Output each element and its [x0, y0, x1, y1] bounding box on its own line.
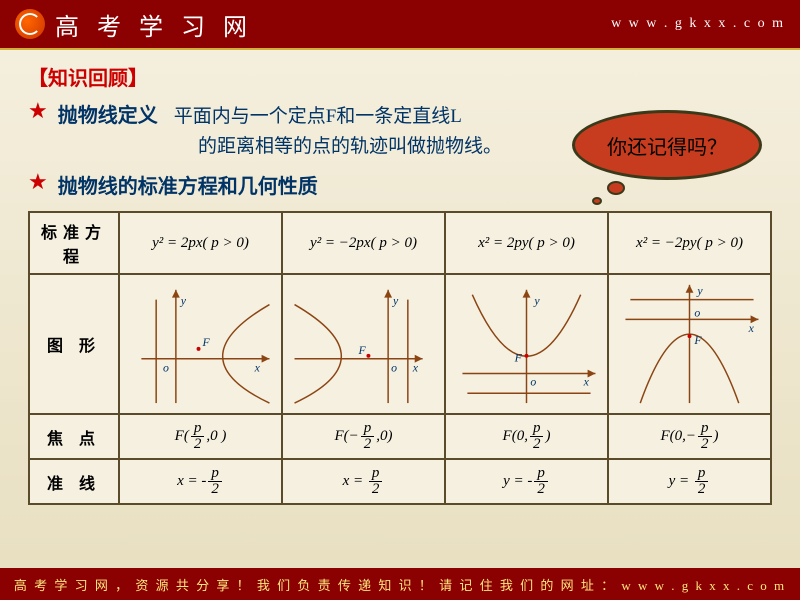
directrix-cell: y = -p2 — [445, 459, 608, 504]
equation-cell: y² = 2px( p > 0) — [119, 212, 282, 274]
site-title: 高 考 学 习 网 — [55, 7, 253, 42]
svg-text:F: F — [514, 351, 523, 365]
bubble-text: 你还记得吗？ — [572, 110, 762, 180]
equation-cell: x² = −2py( p > 0) — [608, 212, 771, 274]
svg-text:o: o — [163, 361, 169, 375]
svg-text:o: o — [694, 305, 700, 319]
focus-cell: F(0,p2) — [445, 414, 608, 459]
star-icon: ★ — [28, 170, 48, 194]
row-head-focus: 焦 点 — [29, 414, 119, 459]
footer-bar: 高 考 学 习 网 ， 资 源 共 分 享 ！ 我 们 负 责 传 递 知 识 … — [0, 568, 800, 600]
svg-text:y: y — [696, 284, 703, 298]
logo-icon — [15, 9, 45, 39]
header-bar: 高 考 学 习 网 w w w . g k x x . c o m — [0, 0, 800, 50]
row-head-shape: 图 形 — [29, 274, 119, 414]
directrix-cell: y = p2 — [608, 459, 771, 504]
svg-text:y: y — [392, 294, 399, 308]
parabola-table: 标准方程 y² = 2px( p > 0) y² = −2px( p > 0) … — [28, 211, 772, 505]
star-icon: ★ — [28, 99, 48, 123]
svg-text:o: o — [530, 374, 536, 388]
svg-text:F: F — [201, 335, 210, 349]
equation-cell: y² = −2px( p > 0) — [282, 212, 445, 274]
graph-down-open: F y o x — [608, 274, 771, 414]
graph-up-open: F y o x — [445, 274, 608, 414]
equation-cell: x² = 2py( p > 0) — [445, 212, 608, 274]
svg-text:F: F — [358, 343, 367, 357]
svg-text:F: F — [693, 333, 702, 347]
svg-text:x: x — [583, 374, 590, 388]
speech-bubble: 你还记得吗？ — [572, 110, 772, 200]
svg-text:y: y — [533, 294, 540, 308]
svg-text:y: y — [180, 294, 187, 308]
section-label: 【知识回顾】 — [28, 62, 772, 91]
focus-cell: F(−p2,0) — [282, 414, 445, 459]
svg-text:o: o — [391, 361, 397, 375]
topic-definition-title: 抛物线定义 — [58, 105, 158, 127]
graph-right-open: F y o x — [119, 274, 282, 414]
definition-line1: 平面内与一个定点F和一条定直线L — [174, 106, 462, 127]
focus-cell: F(0,−p2) — [608, 414, 771, 459]
site-url: w w w . g k x x . c o m — [611, 16, 785, 32]
svg-text:x: x — [254, 361, 261, 375]
row-head-directrix: 准 线 — [29, 459, 119, 504]
focus-cell: F(p2,0 ) — [119, 414, 282, 459]
graph-left-open: F y o x — [282, 274, 445, 414]
svg-text:x: x — [412, 361, 419, 375]
row-head-equation: 标准方程 — [29, 212, 119, 274]
directrix-cell: x = p2 — [282, 459, 445, 504]
directrix-cell: x = -p2 — [119, 459, 282, 504]
topic-properties-title: 抛物线的标准方程和几何性质 — [58, 170, 318, 199]
svg-text:x: x — [748, 321, 755, 335]
